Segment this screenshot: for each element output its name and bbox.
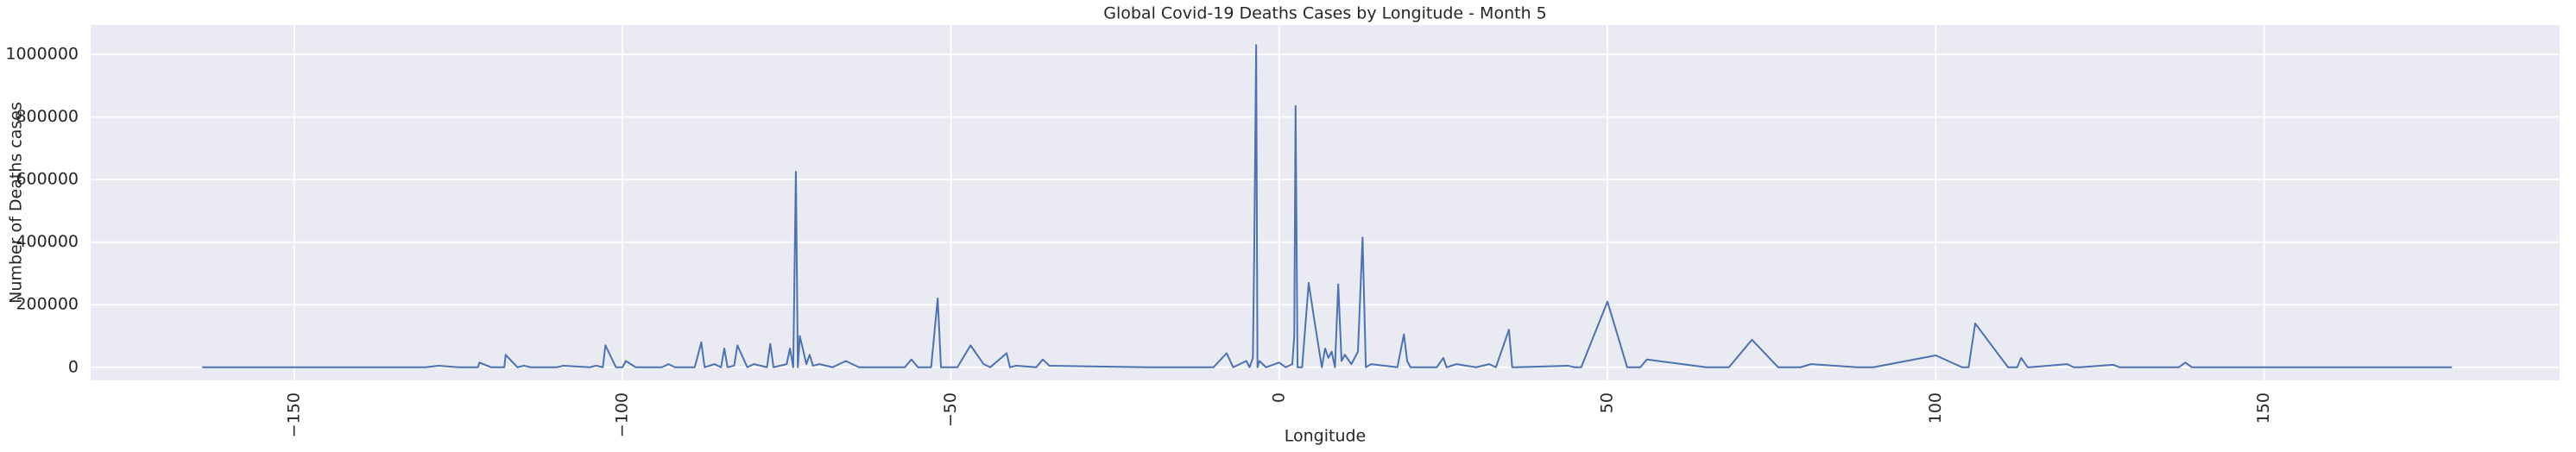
x-tick-label: 50 [1598,392,1617,413]
y-tick-label: 0 [68,357,79,376]
x-tick-label: 100 [1926,392,1945,424]
x-tick-label: −100 [613,392,632,437]
y-tick-label: 200000 [16,295,79,314]
y-tick-label: 1000000 [5,45,79,64]
x-tick-label: −50 [941,392,960,427]
x-tick-label: 150 [2254,392,2273,424]
x-axis-label: Longitude [1285,427,1367,446]
x-tick-label: −150 [284,392,303,437]
y-tick-label: 400000 [16,232,79,251]
x-tick-label: 0 [1269,392,1288,403]
data-line [202,44,2453,368]
y-tick-label: 600000 [16,170,79,189]
y-tick-label: 800000 [16,107,79,126]
chart-title: Global Covid-19 Deaths Cases by Longitud… [1103,4,1546,23]
plot-area [91,25,2560,380]
y-axis-label: Number of Deaths cases [7,102,26,304]
